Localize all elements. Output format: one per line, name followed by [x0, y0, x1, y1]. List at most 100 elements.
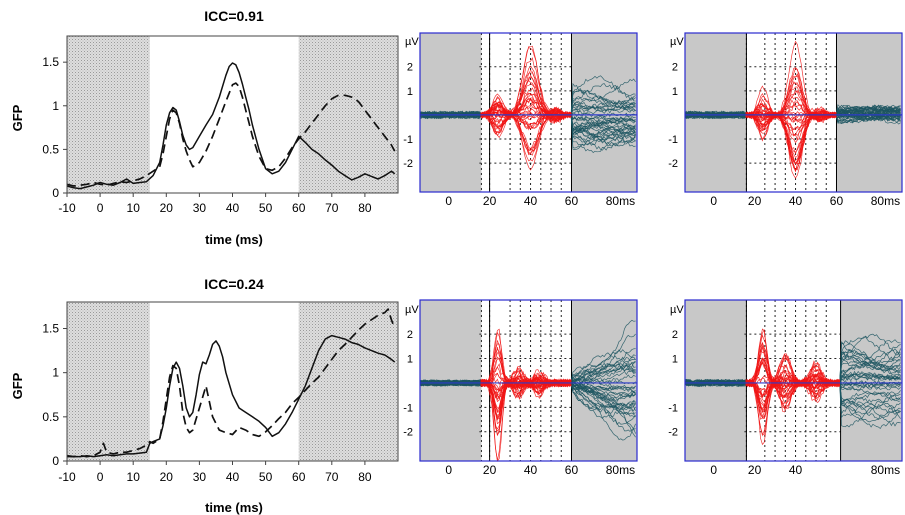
shaded-region-1	[67, 302, 150, 461]
x-tick-label: 0	[97, 470, 104, 484]
butterfly-bottom-left-panel: µV 2 1 -1 -2 0 20 40 60 80ms	[403, 299, 638, 477]
x-tick-label: 80	[358, 201, 372, 215]
butterfly-top-left-panel: µV 2 1 -1 -2 0 20 40 60 80ms	[403, 32, 638, 208]
series-dashed-line	[66, 82, 396, 187]
x-tick-label: 40	[789, 194, 803, 208]
y-tick-label: -1	[668, 402, 678, 414]
shaded-region-2	[571, 33, 637, 192]
y-tick-label: 0	[52, 186, 59, 200]
channel-trace-inside	[480, 110, 572, 139]
x-tick-label: 0	[445, 194, 452, 208]
shaded-region-2	[298, 36, 398, 193]
gfp-top-panel: ICC=0.91 00.511.5-10 0 10 20 30 40 50 60 70 80 GF…	[10, 8, 399, 247]
series-solid-line	[66, 62, 396, 190]
y-tick-label: 0	[52, 454, 59, 468]
channel-trace-inside	[745, 86, 837, 128]
channel-trace-outside	[684, 379, 901, 415]
x-tick-label: -10	[58, 470, 76, 484]
y-tick-label: 1	[407, 86, 413, 98]
x-tick-label: 60	[830, 194, 844, 208]
butterfly-top-right-panel: µV 2 1 -1 -2 0 20 40 60 80ms	[668, 32, 903, 208]
channel-trace-inside	[745, 111, 837, 132]
x-tick-label: 30	[193, 470, 207, 484]
channel-trace-inside	[480, 111, 572, 126]
channel-trace-inside	[480, 379, 572, 401]
unit-label: µV	[670, 304, 684, 316]
x-tick-label: 80ms	[871, 194, 900, 208]
shaded-region-2	[298, 302, 398, 461]
channel-trace-inside	[745, 362, 840, 414]
y-tick-label: 2	[672, 62, 678, 74]
x-tick-label: 40	[789, 463, 803, 477]
x-tick-label: 20	[748, 194, 762, 208]
x-tick-label: 20	[483, 194, 497, 208]
y-tick-label: 0.5	[42, 142, 59, 156]
x-tick-label: 70	[325, 201, 339, 215]
channel-trace-inside	[480, 111, 572, 131]
x-tick-label: 20	[483, 463, 497, 477]
channel-trace-inside	[745, 358, 840, 397]
channel-trace-inside	[745, 366, 841, 398]
x-tick-label: 40	[226, 470, 240, 484]
channel-trace-outside	[684, 107, 901, 119]
y-tick-label: -2	[668, 158, 678, 170]
x-tick-label: 60	[565, 463, 579, 477]
y-tick-label: 1	[672, 354, 678, 366]
x-tick-label: 0	[445, 463, 452, 477]
x-tick-label: 80	[358, 470, 372, 484]
channel-trace-inside	[480, 103, 572, 131]
x-tick-label: 60	[565, 194, 579, 208]
x-tick-label: -10	[58, 201, 76, 215]
gfp-top-title: ICC=0.91	[204, 8, 264, 24]
plot-frame	[684, 299, 903, 462]
y-tick-label: 1.5	[42, 322, 59, 336]
x-tick-label: 50	[259, 470, 273, 484]
y-tick-label: -2	[403, 427, 413, 439]
y-tick-label: -2	[403, 158, 413, 170]
gfp-bottom-panel: ICC=0.24 0 0.5 1 1.5 -10 0 10 20 30 40 50 60 70 80 GF…	[10, 276, 399, 515]
x-tick-label: 70	[325, 470, 339, 484]
y-tick-label: -2	[668, 427, 678, 439]
x-tick-label: 20	[748, 463, 762, 477]
channel-trace-inside	[480, 87, 572, 134]
channel-trace-inside	[480, 97, 572, 129]
channel-trace-inside	[745, 360, 841, 418]
butterfly-bottom-right-panel: µV 2 1 -1 -2 0 20 40 80ms	[668, 299, 903, 477]
series-dashed-line	[66, 308, 396, 458]
channel-trace-inside	[480, 371, 572, 413]
channel-trace-inside	[745, 357, 841, 395]
channel-trace-inside	[745, 96, 837, 159]
channel-trace-outside	[419, 111, 636, 128]
x-tick-label: 0	[710, 463, 717, 477]
y-tick-label: 2	[407, 329, 413, 341]
x-tick-label: 40	[524, 194, 538, 208]
x-tick-label: 50	[259, 201, 273, 215]
shaded-region-2	[571, 300, 637, 461]
x-tick-label: 80ms	[871, 463, 900, 477]
y-tick-label: 0.5	[42, 410, 59, 424]
y-tick-label: -1	[403, 402, 413, 414]
x-tick-label: 0	[710, 194, 717, 208]
x-tick-label: 10	[127, 470, 141, 484]
y-tick-label: 2	[407, 62, 413, 74]
gfp-bottom-xlabel: time (ms)	[205, 500, 263, 515]
channel-trace-inside	[480, 69, 572, 118]
x-tick-label: 20	[160, 470, 174, 484]
gfp-top-ylabel: GFP	[10, 104, 25, 131]
channel-trace-inside	[745, 89, 837, 119]
unit-label: µV	[670, 36, 684, 48]
channel-trace-inside	[480, 111, 572, 130]
y-tick-label: 2	[672, 329, 678, 341]
unit-label: µV	[405, 304, 419, 316]
channel-trace-inside	[480, 65, 572, 117]
plot-frame	[684, 32, 903, 193]
channel-trace-inside	[745, 73, 837, 123]
channel-trace-inside	[480, 328, 572, 387]
plot-frame	[419, 299, 638, 462]
x-tick-label: 40	[524, 463, 538, 477]
x-tick-label: 30	[193, 201, 207, 215]
channel-trace-inside	[745, 108, 837, 126]
x-tick-label: 60	[292, 201, 306, 215]
y-tick-label: 1	[407, 354, 413, 366]
